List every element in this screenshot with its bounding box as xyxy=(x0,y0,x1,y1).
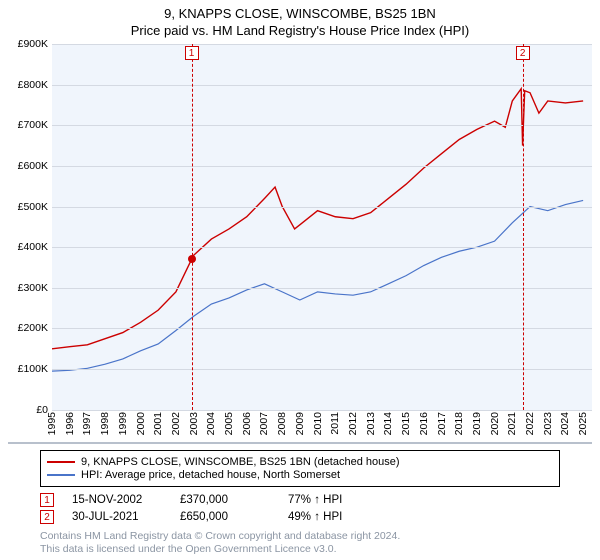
x-tick-label: 2014 xyxy=(382,412,394,435)
y-axis: £0£100K£200K£300K£400K£500K£600K£700K£80… xyxy=(8,44,52,410)
legend-item: 9, KNAPPS CLOSE, WINSCOMBE, BS25 1BN (de… xyxy=(47,456,553,468)
x-tick-label: 2004 xyxy=(205,412,217,435)
x-tick-label: 2003 xyxy=(188,412,200,435)
x-tick-label: 2024 xyxy=(559,412,571,435)
event-date: 30-JUL-2021 xyxy=(72,511,162,523)
footer-attribution: Contains HM Land Registry data © Crown c… xyxy=(40,530,560,556)
event-price: £370,000 xyxy=(180,494,270,506)
y-tick-label: £900K xyxy=(18,38,48,50)
marker-dot xyxy=(188,255,196,263)
x-tick-label: 2001 xyxy=(152,412,164,435)
chart-titles: 9, KNAPPS CLOSE, WINSCOMBE, BS25 1BN Pri… xyxy=(8,6,592,38)
y-tick-label: £100K xyxy=(18,363,48,375)
chart-area: £0£100K£200K£300K£400K£500K£600K£700K£80… xyxy=(8,44,592,440)
x-tick-label: 2019 xyxy=(471,412,483,435)
marker-box: 1 xyxy=(185,46,199,60)
event-row: 1 15-NOV-2002 £370,000 77% ↑ HPI xyxy=(40,493,560,507)
legend-item: HPI: Average price, detached house, Nort… xyxy=(47,469,553,481)
x-tick-label: 2010 xyxy=(312,412,324,435)
event-row: 2 30-JUL-2021 £650,000 49% ↑ HPI xyxy=(40,510,560,524)
plot-area: 12 xyxy=(52,44,592,410)
series-line-price_paid xyxy=(52,89,583,349)
x-tick-label: 2017 xyxy=(436,412,448,435)
event-marker-icon: 1 xyxy=(40,493,54,507)
x-tick-label: 2022 xyxy=(524,412,536,435)
y-tick-label: £200K xyxy=(18,322,48,334)
x-tick-label: 2000 xyxy=(135,412,147,435)
footer-line: This data is licensed under the Open Gov… xyxy=(40,543,560,556)
x-tick-label: 2008 xyxy=(276,412,288,435)
x-tick-label: 2020 xyxy=(489,412,501,435)
x-tick-label: 1997 xyxy=(81,412,93,435)
x-tick-label: 2011 xyxy=(329,412,341,435)
legend-swatch xyxy=(47,461,75,463)
x-axis: 1995199619971998199920002001200220032004… xyxy=(52,410,592,440)
y-tick-label: £600K xyxy=(18,160,48,172)
legend-label: 9, KNAPPS CLOSE, WINSCOMBE, BS25 1BN (de… xyxy=(81,456,400,468)
footer-line: Contains HM Land Registry data © Crown c… xyxy=(40,530,560,543)
event-price: £650,000 xyxy=(180,511,270,523)
series-svg xyxy=(52,44,592,410)
y-tick-label: £400K xyxy=(18,241,48,253)
x-tick-label: 1999 xyxy=(117,412,129,435)
x-tick-label: 2009 xyxy=(294,412,306,435)
y-tick-label: £800K xyxy=(18,79,48,91)
legend: 9, KNAPPS CLOSE, WINSCOMBE, BS25 1BN (de… xyxy=(40,450,560,487)
x-tick-label: 1998 xyxy=(99,412,111,435)
events-table: 1 15-NOV-2002 £370,000 77% ↑ HPI 2 30-JU… xyxy=(40,493,560,524)
x-tick-label: 2005 xyxy=(223,412,235,435)
x-tick-label: 2025 xyxy=(577,412,589,435)
x-tick-label: 2018 xyxy=(453,412,465,435)
marker-box: 2 xyxy=(516,46,530,60)
y-tick-label: £500K xyxy=(18,201,48,213)
x-tick-label: 2007 xyxy=(258,412,270,435)
event-pct: 49% ↑ HPI xyxy=(288,511,378,523)
x-tick-label: 2016 xyxy=(418,412,430,435)
x-tick-label: 2023 xyxy=(542,412,554,435)
bottom-panel: 9, KNAPPS CLOSE, WINSCOMBE, BS25 1BN (de… xyxy=(8,442,592,556)
x-tick-label: 2015 xyxy=(400,412,412,435)
title-sub: Price paid vs. HM Land Registry's House … xyxy=(8,23,592,38)
title-address: 9, KNAPPS CLOSE, WINSCOMBE, BS25 1BN xyxy=(8,6,592,21)
event-marker-icon: 2 xyxy=(40,510,54,524)
x-tick-label: 1995 xyxy=(46,412,58,435)
y-tick-label: £700K xyxy=(18,119,48,131)
x-tick-label: 2013 xyxy=(365,412,377,435)
x-tick-label: 2006 xyxy=(241,412,253,435)
event-pct: 77% ↑ HPI xyxy=(288,494,378,506)
series-line-hpi xyxy=(52,200,583,371)
legend-swatch xyxy=(47,474,75,476)
marker-vline xyxy=(523,44,524,410)
x-tick-label: 1996 xyxy=(64,412,76,435)
x-tick-label: 2002 xyxy=(170,412,182,435)
marker-vline xyxy=(192,44,193,410)
legend-label: HPI: Average price, detached house, Nort… xyxy=(81,469,340,481)
x-tick-label: 2021 xyxy=(506,412,518,435)
event-date: 15-NOV-2002 xyxy=(72,494,162,506)
x-tick-label: 2012 xyxy=(347,412,359,435)
y-tick-label: £300K xyxy=(18,282,48,294)
